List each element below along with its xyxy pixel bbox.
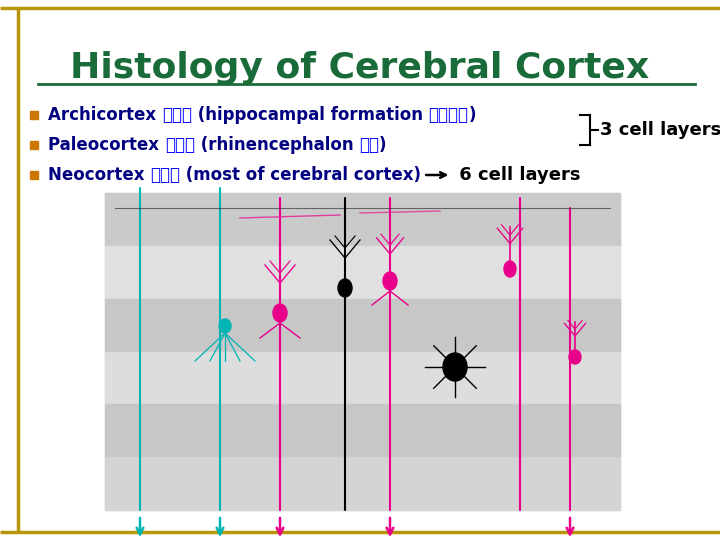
Bar (105, 352, 620, 404)
Text: 新皮质: 新皮质 (150, 166, 180, 184)
Bar (105, 193, 620, 510)
Bar (30, 141, 38, 149)
Ellipse shape (219, 319, 231, 333)
Bar (30, 111, 38, 119)
Bar (105, 246, 620, 299)
Bar (30, 171, 38, 179)
Text: ): ) (469, 106, 476, 124)
Text: 6 cell layers: 6 cell layers (454, 166, 581, 184)
Text: Archicortex: Archicortex (48, 106, 162, 124)
Ellipse shape (273, 304, 287, 322)
Bar (105, 299, 620, 352)
Bar (105, 457, 620, 510)
Text: (most of cerebral cortex): (most of cerebral cortex) (180, 166, 421, 184)
Ellipse shape (443, 353, 467, 381)
Ellipse shape (338, 279, 352, 297)
Ellipse shape (569, 350, 581, 364)
Text: 嗅脑: 嗅脑 (359, 136, 379, 154)
Text: (hippocampal formation: (hippocampal formation (192, 106, 428, 124)
Text: (rhinencephalon: (rhinencephalon (194, 136, 359, 154)
Bar (105, 404, 620, 457)
Text: 海马结构: 海马结构 (428, 106, 469, 124)
Text: 3 cell layers: 3 cell layers (600, 121, 720, 139)
Ellipse shape (383, 272, 397, 290)
Text: 古皮质: 古皮质 (165, 136, 194, 154)
Text: Paleocortex: Paleocortex (48, 136, 165, 154)
Text: Histology of Cerebral Cortex: Histology of Cerebral Cortex (71, 51, 649, 85)
Text: 原皮质: 原皮质 (162, 106, 192, 124)
Text: ): ) (379, 136, 387, 154)
Text: Neocortex: Neocortex (48, 166, 150, 184)
Ellipse shape (504, 261, 516, 277)
Bar (105, 193, 620, 246)
